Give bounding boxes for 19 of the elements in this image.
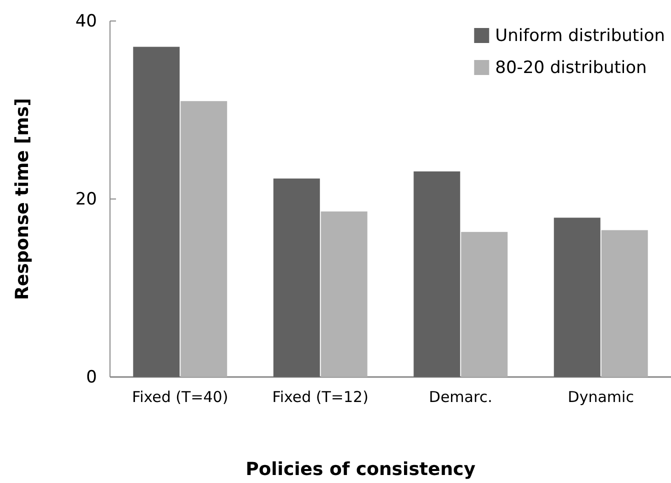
- bar: [461, 232, 508, 377]
- x-tick-label: Demarc.: [428, 388, 492, 406]
- legend-label: 80-20 distribution: [495, 58, 647, 78]
- x-axis-title: Policies of consistency: [246, 459, 476, 480]
- x-tick-label: Dynamic: [568, 388, 634, 406]
- y-axis-title: Response time [ms]: [12, 98, 33, 300]
- bar: [273, 178, 320, 377]
- bar: [554, 218, 600, 377]
- y-tick-label: 20: [75, 189, 97, 210]
- y-tick-label: 0: [86, 367, 97, 388]
- bar: [414, 171, 460, 377]
- y-tick-label: 40: [75, 11, 97, 32]
- legend-label: Uniform distribution: [495, 26, 665, 46]
- bar: [320, 211, 368, 377]
- bar: [180, 101, 228, 377]
- x-tick-label: Fixed (T=12): [272, 388, 368, 406]
- x-tick-label: Fixed (T=40): [132, 388, 228, 406]
- bar: [601, 230, 648, 377]
- bar: [133, 46, 180, 377]
